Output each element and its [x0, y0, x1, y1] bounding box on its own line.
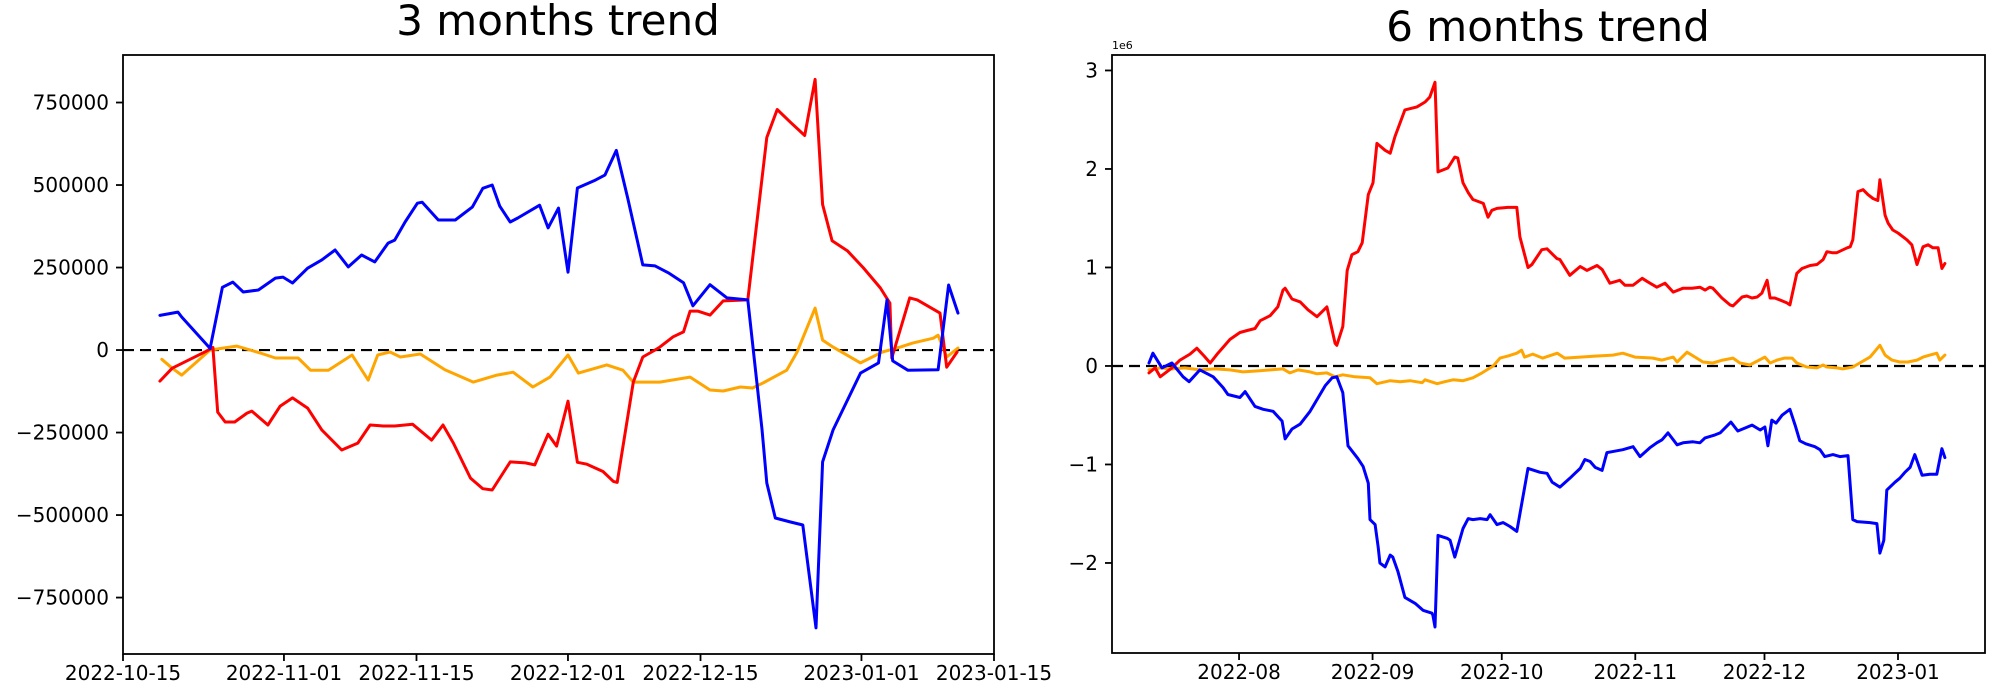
y-tick-label: −750000 [16, 586, 109, 610]
x-tick-label: 2022-10-15 [65, 661, 181, 685]
x-tick-label: 2023-01-15 [936, 661, 1052, 685]
x-tick-label: 2022-11-15 [358, 661, 474, 685]
x-tick-label: 2022-11 [1593, 660, 1677, 684]
y-tick-label: −1 [1069, 452, 1098, 476]
x-tick-label: 2022-09 [1331, 660, 1415, 684]
x-tick-label: 2023-01 [1856, 660, 1940, 684]
y-tick-label: 2 [1085, 157, 1098, 181]
x-tick-label: 2022-12-15 [642, 661, 758, 685]
blue-line [1147, 351, 1947, 629]
y-tick-label: −500000 [16, 503, 109, 527]
y-tick-label: 500000 [33, 173, 109, 197]
six-months-trend-title: 6 months trend [1386, 2, 1710, 51]
y-tick-label: −2 [1069, 551, 1098, 575]
plot-border [122, 54, 995, 655]
three-months-trend-title: 3 months trend [396, 0, 720, 45]
y-tick-label: −250000 [16, 421, 109, 445]
red-line [1147, 80, 1947, 379]
y-tick-label: 0 [96, 338, 109, 362]
x-tick-label: 2022-11-01 [226, 661, 342, 685]
x-tick-label: 2022-12 [1723, 660, 1807, 684]
y-tick-label: 1 [1085, 255, 1098, 279]
y-tick-label: 250000 [33, 256, 109, 280]
orange-line [1147, 343, 1947, 386]
orange-line [160, 306, 960, 393]
blue-line [158, 148, 960, 630]
x-tick-label: 2022-08 [1197, 660, 1281, 684]
y-tick-label: 750000 [33, 91, 109, 115]
y-tick-label: 0 [1085, 354, 1098, 378]
plot-border [1111, 54, 1986, 654]
x-tick-label: 2022-12-01 [510, 661, 626, 685]
y-tick-label: 3 [1085, 58, 1098, 82]
x-tick-label: 2022-10 [1460, 660, 1544, 684]
y-axis-offset-label: 1e6 [1112, 39, 1133, 52]
x-tick-label: 2023-01-01 [803, 661, 919, 685]
red-line [158, 77, 959, 492]
